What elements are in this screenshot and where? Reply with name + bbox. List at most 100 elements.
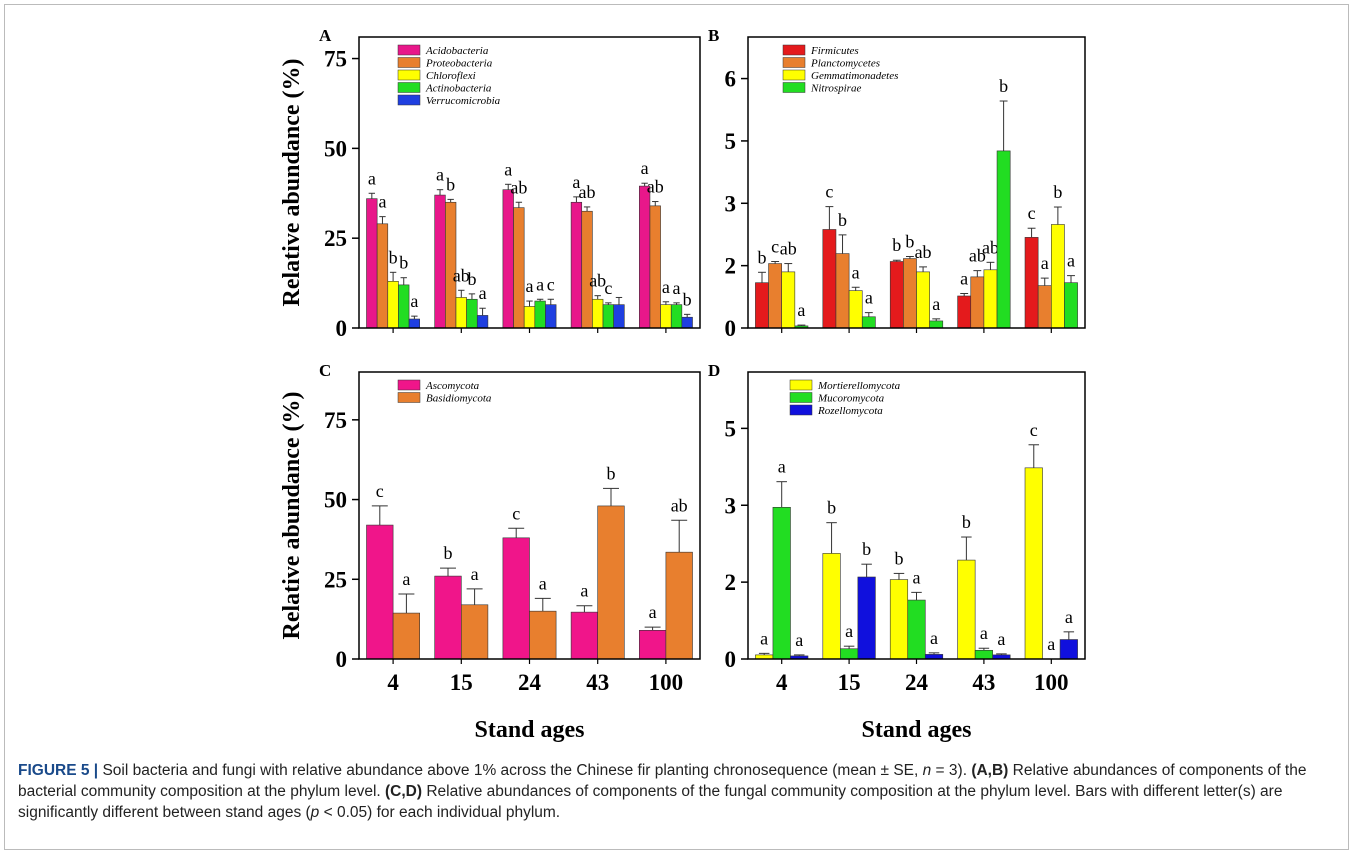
legend-label: Basidiomycota	[426, 393, 492, 405]
bar	[822, 229, 837, 329]
plot-frame	[747, 36, 1086, 329]
error-bar	[547, 298, 554, 305]
caption-text: (C,D)	[385, 783, 423, 800]
significance-letter: a	[1067, 251, 1075, 271]
significance-letter: a	[402, 569, 410, 589]
x-tick-label: 43	[972, 670, 995, 695]
bar	[366, 524, 394, 660]
significance-letter: a	[580, 581, 588, 601]
legend-label: Ascomycota	[425, 380, 480, 392]
significance-letter: a	[572, 172, 580, 192]
significance-letter: b	[444, 543, 453, 563]
figure-frame	[4, 4, 1349, 850]
error-bar	[515, 201, 523, 208]
significance-letter: a	[378, 192, 386, 212]
error-bar	[999, 100, 1008, 151]
legend-swatch	[397, 82, 421, 93]
error-bar	[576, 605, 593, 613]
significance-letter: a	[997, 629, 1005, 649]
legend-label: Nitrospirae	[810, 83, 861, 95]
bar	[597, 505, 625, 660]
error-bar	[961, 536, 972, 561]
error-bar	[400, 277, 407, 285]
error-bar	[671, 519, 688, 553]
bar	[1064, 282, 1078, 329]
significance-letter: a	[471, 564, 479, 584]
error-bar	[919, 266, 928, 272]
error-bar	[466, 588, 483, 605]
error-bar	[1067, 275, 1075, 283]
error-bar	[864, 312, 873, 317]
error-bar	[1053, 206, 1062, 225]
legend-swatch	[789, 379, 813, 391]
significance-letter: a	[845, 621, 853, 641]
significance-letter: a	[641, 158, 649, 178]
bar	[996, 150, 1011, 329]
significance-letter: b	[606, 463, 615, 483]
significance-letter: a	[795, 630, 803, 650]
legend-label: Acidobacteria	[425, 45, 489, 57]
bar	[681, 316, 693, 329]
legend-swatch	[397, 379, 421, 391]
error-bar	[1063, 631, 1075, 640]
legend-swatch	[397, 44, 421, 56]
bar	[529, 610, 557, 660]
significance-letter: ab	[453, 265, 470, 285]
error-bar	[797, 324, 806, 326]
error-bar	[996, 653, 1007, 655]
significance-letter: c	[604, 278, 612, 298]
bar	[772, 506, 791, 660]
significance-letter: a	[479, 283, 487, 303]
bar	[534, 300, 546, 329]
significance-letter: b	[862, 539, 871, 559]
bar	[455, 297, 467, 329]
bar	[889, 261, 904, 329]
significance-letter: a	[526, 276, 534, 296]
caption-text: < 0.05) for each individual phylum.	[319, 804, 561, 821]
error-bar	[892, 259, 901, 262]
bar	[660, 304, 672, 329]
bar	[408, 318, 420, 329]
significance-letter: b	[962, 512, 971, 532]
error-bar	[825, 206, 834, 230]
bar	[639, 629, 667, 660]
significance-letter: a	[536, 274, 544, 294]
error-bar	[851, 286, 860, 291]
y-tick-label: 0	[725, 316, 737, 341]
caption-text: Soil bacteria and fungi with relative ab…	[98, 762, 923, 779]
significance-letter: ab	[982, 237, 999, 257]
legend-swatch	[782, 44, 806, 56]
bar	[581, 210, 593, 329]
bar	[907, 599, 926, 660]
bar	[1059, 639, 1078, 660]
significance-letter: b	[757, 247, 766, 267]
legend-swatch	[397, 94, 421, 106]
y-tick-label: 50	[324, 488, 347, 513]
significance-letter: a	[539, 573, 547, 593]
error-bar	[893, 572, 905, 580]
significance-letter: a	[932, 294, 940, 314]
y-tick-label: 0	[336, 647, 348, 672]
error-bar	[776, 481, 787, 508]
bar	[502, 537, 530, 660]
significance-letter: c	[512, 503, 520, 523]
bar	[434, 194, 446, 329]
significance-letter: ab	[969, 246, 986, 266]
y-tick-label: 3	[725, 493, 737, 518]
significance-letter: b	[892, 235, 901, 255]
significance-letter: a	[673, 278, 681, 298]
bar	[840, 648, 859, 660]
error-bar	[594, 295, 601, 300]
bar	[602, 304, 614, 329]
y-axis-title: Relative abundance (%)	[279, 59, 305, 307]
bar	[513, 207, 525, 329]
significance-letter: a	[778, 457, 786, 477]
bar	[523, 306, 536, 329]
error-bar	[843, 645, 855, 649]
error-bar	[758, 652, 770, 655]
y-tick-label: 75	[324, 408, 347, 433]
bar	[781, 271, 796, 329]
significance-letter: a	[760, 628, 768, 648]
bar	[613, 304, 625, 329]
error-bar	[683, 313, 691, 318]
